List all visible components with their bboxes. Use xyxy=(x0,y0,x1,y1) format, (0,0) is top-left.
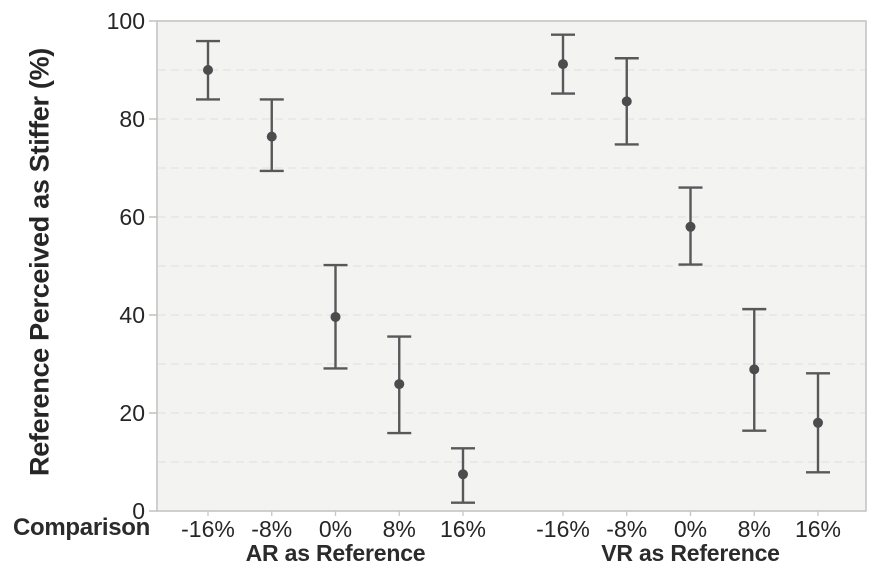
data-point-marker xyxy=(266,131,277,142)
data-point-marker xyxy=(685,221,696,232)
x-tick-label: -8% xyxy=(606,516,648,542)
y-tick-label: 20 xyxy=(119,400,145,426)
x-tick-label: -8% xyxy=(251,516,293,542)
data-point-marker xyxy=(330,311,341,322)
data-point-marker xyxy=(203,65,213,75)
x-tick-label: 0% xyxy=(318,516,353,542)
group-label-ar: AR as Reference xyxy=(245,540,426,566)
x-tick-label: 16% xyxy=(794,516,842,542)
x-tick-label: -16% xyxy=(536,516,590,542)
y-tick-label: 40 xyxy=(119,302,145,328)
y-axis-title: Reference Perceived as Stiffer (%) xyxy=(24,48,55,476)
x-tick-label: 8% xyxy=(382,516,416,542)
data-point-marker xyxy=(458,469,468,480)
data-point-marker xyxy=(749,364,760,375)
x-tick-label: -16% xyxy=(181,516,235,542)
y-tick-label: 100 xyxy=(106,8,145,34)
x-axis-caption: Comparison xyxy=(13,514,151,541)
data-point-marker xyxy=(394,379,405,390)
x-tick-label: 0% xyxy=(673,516,708,542)
data-point-marker xyxy=(621,96,632,107)
y-tick-label: 80 xyxy=(119,106,145,132)
data-point-marker xyxy=(813,417,823,428)
group-label-vr: VR as Reference xyxy=(601,540,780,566)
y-tick-label: 60 xyxy=(119,204,145,230)
y-tick-label: 0 xyxy=(132,498,145,524)
data-point-marker xyxy=(558,59,568,70)
x-tick-label: 16% xyxy=(439,516,487,542)
x-tick-label: 8% xyxy=(737,516,771,542)
